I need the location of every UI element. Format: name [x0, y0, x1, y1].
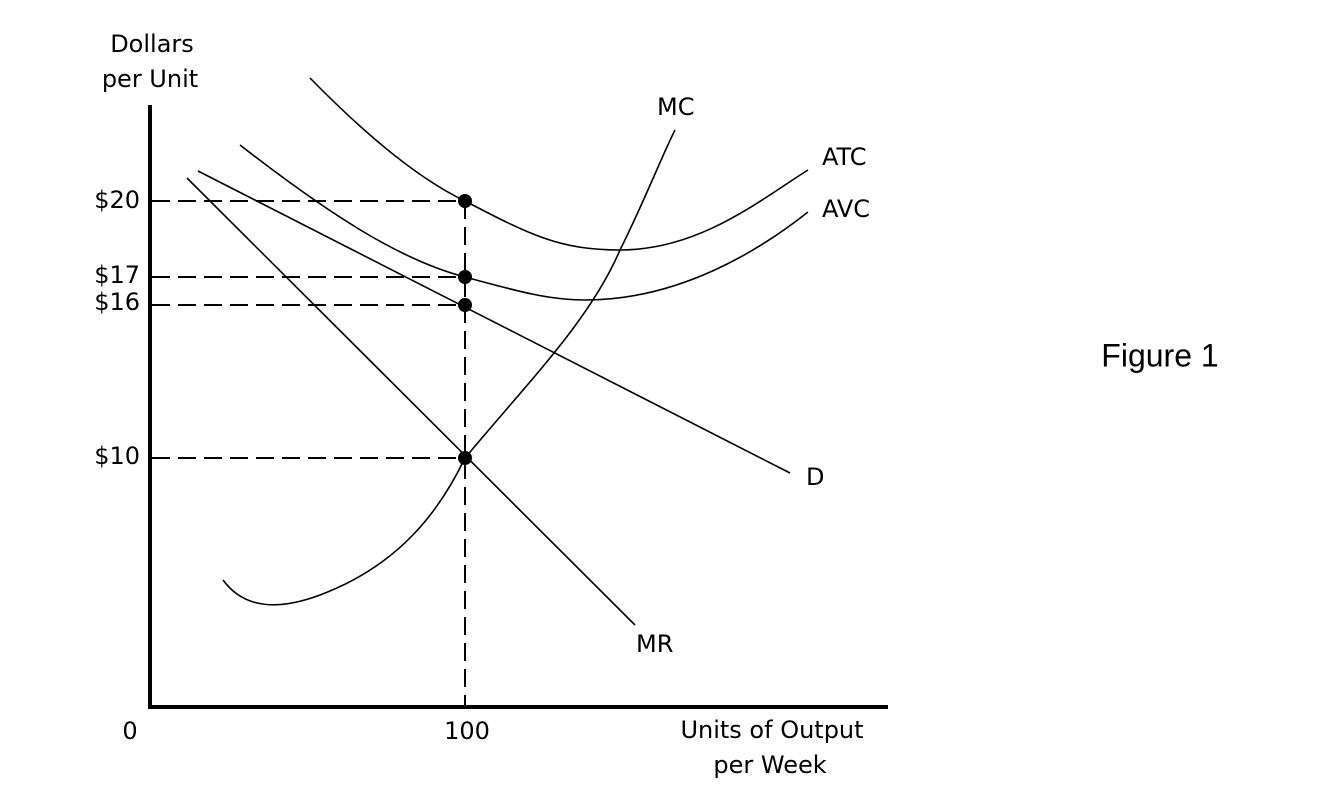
point: [458, 270, 472, 284]
atc-curve: [309, 77, 809, 251]
x-tick-label: 100: [444, 717, 490, 745]
y-tick-label: $10: [94, 442, 140, 470]
y-tick-label: $17: [94, 261, 140, 289]
mc-curve: [222, 129, 676, 606]
y-axis-label: per Unit: [102, 65, 198, 93]
curve-label: MR: [636, 630, 673, 658]
point: [458, 194, 472, 208]
y-axis-label: Dollars: [110, 30, 194, 58]
curve-label: MC: [657, 93, 694, 121]
point: [458, 451, 472, 465]
curve-label: ATC: [822, 143, 867, 171]
x-tick-label: 0: [122, 717, 137, 745]
curve-label: D: [806, 463, 824, 491]
mr-curve: [186, 177, 636, 626]
y-tick-label: $20: [94, 186, 140, 214]
point: [458, 298, 472, 312]
demand-curve: [197, 170, 791, 474]
x-axis-label: Units of Output: [680, 716, 863, 744]
y-tick-label: $16: [94, 288, 140, 316]
figure-caption: Figure 1: [1101, 337, 1218, 373]
avc-curve: [239, 144, 809, 301]
curve-label: AVC: [822, 195, 870, 223]
x-axis-label: per Week: [713, 751, 826, 779]
